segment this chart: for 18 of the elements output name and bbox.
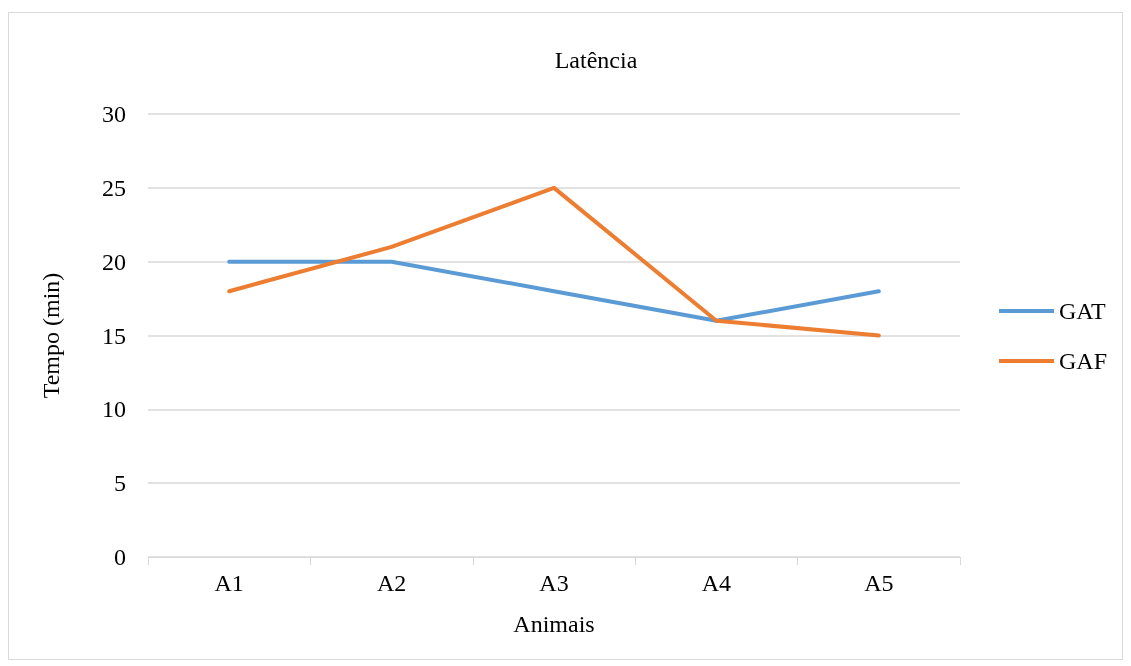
y-tick-label: 5 [114,470,126,497]
x-tick-label: A3 [539,570,569,596]
chart-title: Latência [554,47,638,73]
y-tick-label: 0 [114,544,126,570]
x-tick-label: A1 [214,570,244,596]
x-tick-label: A2 [376,570,407,596]
y-axis-title: Tempo (min) [38,272,64,399]
x-tick-label: A5 [864,570,894,596]
legend-label: GAT [1058,298,1106,324]
x-axis-title: Animais [513,611,595,637]
y-tick-label: 30 [102,101,126,127]
y-tick-label: 10 [102,396,126,423]
x-tick-label: A4 [701,570,732,596]
y-tick-label: 25 [102,174,126,201]
y-tick-label: 20 [102,248,126,275]
legend-label: GAF [1058,348,1107,374]
line-series [227,185,881,338]
y-tick-label: 15 [102,322,126,349]
